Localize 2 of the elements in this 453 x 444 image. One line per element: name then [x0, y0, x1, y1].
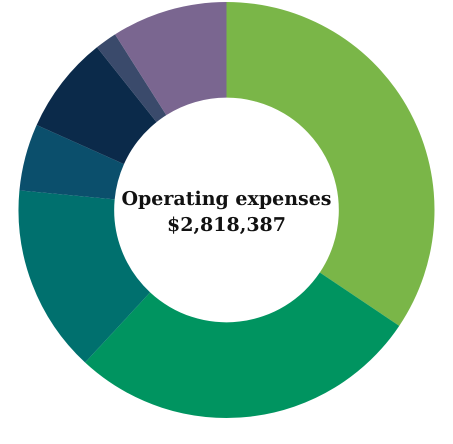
- text: $2,818,387: [166, 214, 287, 236]
- text: Operating expenses: [120, 188, 333, 210]
